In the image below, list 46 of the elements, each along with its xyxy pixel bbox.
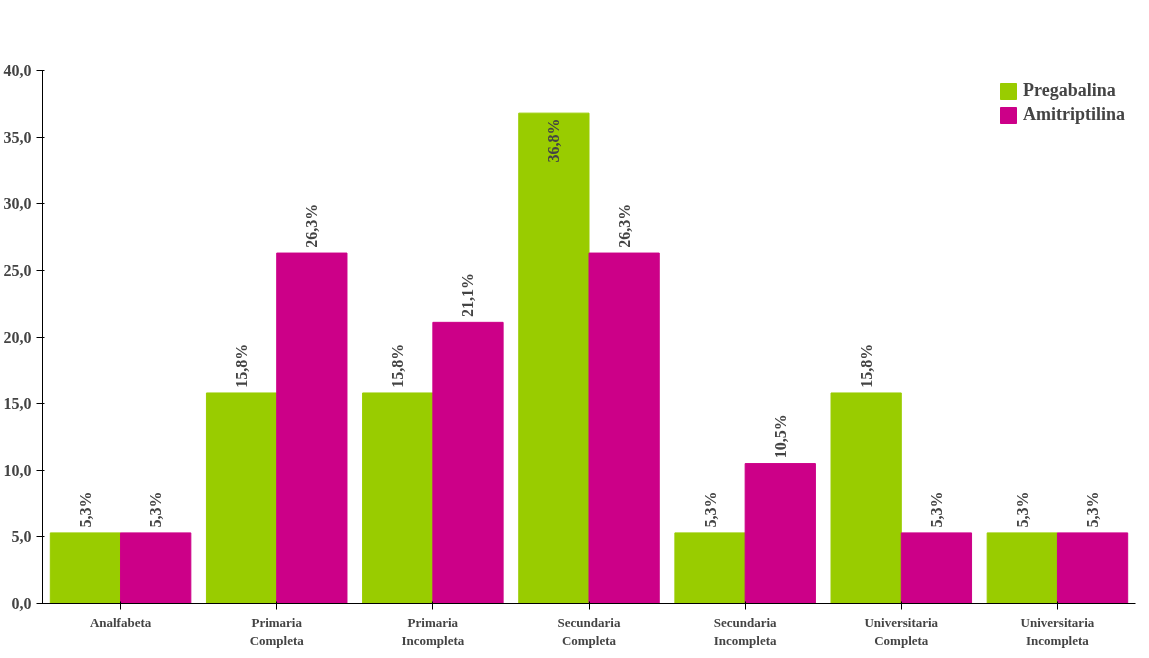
bar xyxy=(362,392,434,604)
bar xyxy=(276,252,348,604)
bar xyxy=(744,463,816,604)
data-label: 15,8% xyxy=(857,343,875,388)
y-tick-label: 5,0 xyxy=(11,528,32,546)
y-tick-label: 40,0 xyxy=(3,62,32,79)
y-tick-label: 30,0 xyxy=(3,195,32,213)
data-label: 26,3% xyxy=(615,203,633,248)
x-tick-label: Universitaria Incompleta xyxy=(1020,614,1095,648)
x-tick-label: Primaria Incompleta xyxy=(401,614,465,648)
data-label: 5,3% xyxy=(1013,491,1031,528)
x-tick-label: Universitaria Completa xyxy=(864,614,939,648)
data-label: 10,5% xyxy=(771,414,789,459)
bar xyxy=(518,112,590,604)
bar xyxy=(49,532,122,604)
data-label: 5,3% xyxy=(927,491,945,528)
y-tick-label: 35,0 xyxy=(3,128,32,146)
y-tick-label: 10,0 xyxy=(3,461,32,479)
y-tick-label: 25,0 xyxy=(3,261,32,279)
bar xyxy=(205,392,278,604)
data-label: 5,3% xyxy=(701,491,719,528)
x-tick-label: Primaria Completa xyxy=(249,614,305,648)
data-label: 5,3% xyxy=(147,491,165,528)
data-label: 26,3% xyxy=(303,203,321,248)
y-tick-label: 0,0 xyxy=(11,595,32,612)
data-label: 5,3% xyxy=(76,491,94,528)
data-label: 15,8% xyxy=(389,343,407,388)
bar xyxy=(1056,532,1129,604)
y-tick-label: 15,0 xyxy=(3,395,32,413)
bar xyxy=(120,532,192,604)
bar xyxy=(674,532,746,604)
x-tick-label: Secundaria Incompleta xyxy=(713,614,778,648)
legend-label: Pregabalina xyxy=(1023,80,1116,101)
legend-label: Amitriptilina xyxy=(1023,104,1125,125)
bar xyxy=(900,532,973,604)
data-label: 21,1% xyxy=(459,273,477,318)
y-tick-label: 20,0 xyxy=(3,328,32,346)
data-label: 15,8% xyxy=(233,343,251,388)
data-label: 5,3% xyxy=(1084,491,1102,528)
bar xyxy=(830,392,902,604)
bar xyxy=(432,321,504,604)
x-tick-label: Secundaria Completa xyxy=(557,614,621,648)
x-tick-label: Analfabeta xyxy=(89,614,152,630)
data-label: 36,8% xyxy=(545,118,563,163)
bar xyxy=(986,532,1058,604)
bar xyxy=(588,252,660,604)
